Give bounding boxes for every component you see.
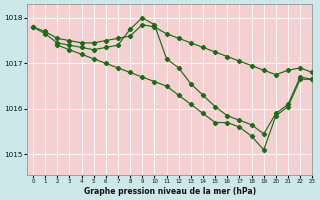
X-axis label: Graphe pression niveau de la mer (hPa): Graphe pression niveau de la mer (hPa)	[84, 187, 256, 196]
